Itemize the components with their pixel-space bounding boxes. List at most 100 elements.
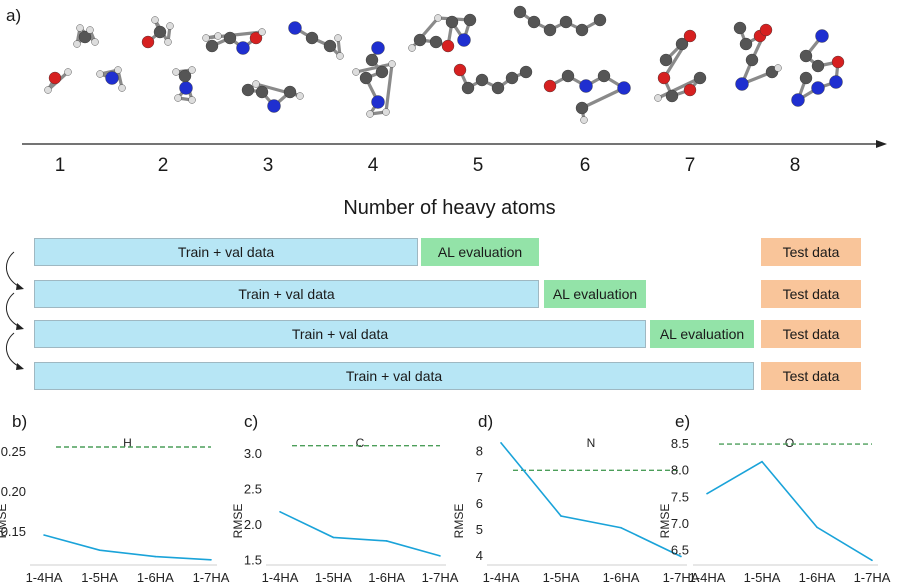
axis-arrow-icon [876, 140, 887, 148]
atom-h [166, 22, 174, 30]
axis-number-6: 6 [579, 155, 591, 176]
atom-c [799, 49, 813, 63]
atom-h [366, 110, 374, 118]
atom-c [575, 23, 589, 37]
molecule-10 [408, 13, 477, 53]
atom-h [580, 116, 588, 124]
atom-o [453, 63, 467, 77]
data-point [620, 526, 622, 529]
molecule-15 [733, 21, 782, 91]
atom-h [654, 94, 662, 102]
atom-h [388, 60, 396, 68]
data-point [43, 534, 45, 536]
atom-h [174, 94, 182, 102]
arrow-head-icon [16, 323, 24, 330]
atom-c [799, 71, 813, 85]
atom-h [188, 66, 196, 74]
arrow-head-icon [16, 283, 24, 290]
atom-c [745, 53, 759, 67]
atom-c [491, 81, 505, 95]
y-tick-label: 1.5 [244, 552, 262, 567]
train-bar-row3: Train + val data [34, 320, 646, 348]
molecule-13 [543, 69, 631, 124]
atom-h [76, 24, 84, 32]
atom-h [118, 84, 126, 92]
y-tick-label: 0.25 [1, 444, 26, 459]
atom-o [249, 31, 263, 45]
molecule-4 [141, 16, 174, 49]
atom-h [352, 68, 360, 76]
atom-n [371, 41, 385, 55]
train-bar-row4: Train + val data [34, 362, 754, 390]
atom-n [791, 93, 805, 107]
x-tick-label: 1-4HA [483, 570, 520, 585]
panel-label-a: a) [6, 6, 22, 25]
atom-o [657, 71, 671, 85]
atom-c [505, 71, 519, 85]
y-tick-label: 8.0 [671, 463, 689, 478]
x-tick-label: 1-4HA [26, 570, 63, 585]
molecule-9 [352, 41, 396, 118]
atom-c [305, 31, 319, 45]
atom-h [44, 86, 52, 94]
x-tick-label: 1-5HA [315, 570, 352, 585]
x-tick-label: 1-6HA [137, 570, 174, 585]
atom-h [172, 68, 180, 76]
y-tick-label: 2.5 [244, 481, 262, 496]
atom-c [283, 85, 297, 99]
atom-n [735, 77, 749, 91]
data-point [706, 492, 708, 495]
atom-o [543, 79, 557, 93]
atom-c [241, 83, 255, 97]
y-tick-label: 5 [476, 522, 483, 537]
axis-number-7: 7 [684, 155, 696, 176]
chart-e: O RMSE 6.5 7.0 7.5 8.0 8.5 1-4HA 1-5HA 1-6HA 1-7HA [658, 436, 891, 585]
atom-h [91, 38, 99, 46]
atom-c [475, 73, 489, 87]
atom-c [429, 35, 443, 49]
x-tick-label: 1-7HA [193, 570, 230, 585]
atom-n [579, 79, 593, 93]
atom-c [575, 101, 589, 115]
atom-h [188, 96, 196, 104]
axis-number-5: 5 [472, 155, 484, 176]
data-point [210, 559, 212, 561]
data-point [871, 559, 873, 562]
test-bar-row1: Test data [761, 238, 861, 266]
atom-o [48, 71, 62, 85]
workflow-arrows [6, 251, 24, 370]
train-bar-row2: Train + val data [34, 280, 539, 308]
chart-c: C RMSE 1.5 2.0 2.5 3.0 1-4HA 1-5HA 1-6HA 1-7HA [231, 436, 459, 585]
atom-c [255, 85, 269, 99]
al-bar-row1: AL evaluation [421, 238, 539, 266]
chart-title: C [356, 436, 365, 450]
atom-n [267, 99, 281, 113]
x-tick-label: 1-6HA [368, 570, 405, 585]
molecule-5 [172, 66, 196, 104]
atom-c [205, 39, 219, 53]
data-point [154, 555, 157, 558]
atom-c [359, 71, 373, 85]
atom-c [693, 71, 707, 85]
y-tick-label: 7 [476, 470, 483, 485]
axis-number-1: 1 [54, 155, 66, 176]
atom-c [739, 37, 753, 51]
atom-h [164, 38, 172, 46]
y-tick-label: 6 [476, 496, 483, 511]
molecule-11 [453, 63, 533, 95]
molecule-6 [202, 28, 266, 55]
atom-h [214, 32, 222, 40]
train-bar-row1: Train + val data [34, 238, 418, 266]
y-tick-label: 0.15 [1, 524, 26, 539]
atom-c [413, 33, 427, 47]
atom-c [445, 15, 459, 29]
atom-c [365, 53, 379, 67]
atom-c [527, 15, 541, 29]
rmse-series-line [500, 442, 682, 558]
atom-n [829, 75, 843, 89]
atom-c [811, 59, 825, 73]
atom-c [559, 15, 573, 29]
x-tick-label: 1-6HA [603, 570, 640, 585]
